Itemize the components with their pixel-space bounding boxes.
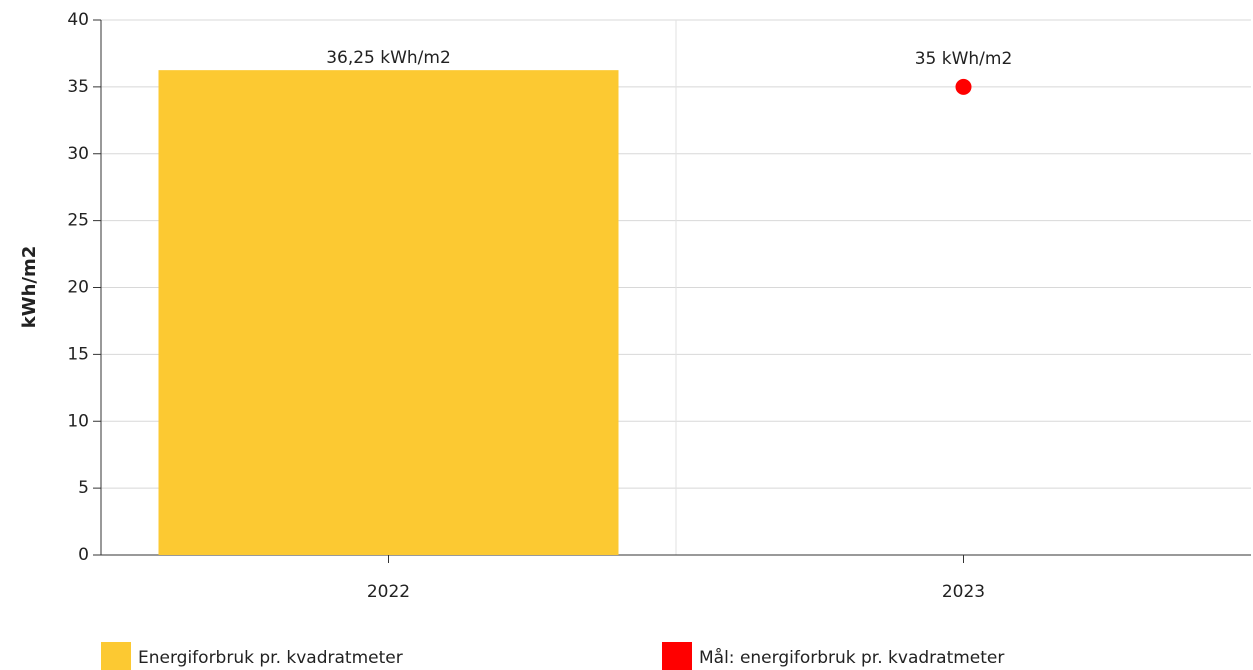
y-tick-label: 20 xyxy=(67,278,89,298)
y-tick-label: 15 xyxy=(67,344,89,364)
x-tick-label: 2023 xyxy=(942,582,985,602)
bar xyxy=(158,70,619,555)
legend-swatch xyxy=(662,642,692,670)
x-tick-label: 2022 xyxy=(367,582,410,602)
data-label: 35 kWh/m2 xyxy=(915,49,1013,69)
y-axis-label: kWh/m2 xyxy=(19,246,40,329)
legend-label: Mål: energiforbruk pr. kvadratmeter xyxy=(699,647,1004,668)
legend-swatch xyxy=(101,642,131,670)
y-tick-label: 5 xyxy=(78,478,89,498)
legend-label: Energiforbruk pr. kvadratmeter xyxy=(138,648,403,668)
data-label: 36,25 kWh/m2 xyxy=(326,48,451,68)
y-tick-label: 10 xyxy=(67,411,89,431)
y-tick-label: 40 xyxy=(67,10,89,30)
y-tick-label: 30 xyxy=(67,144,89,164)
target-point xyxy=(955,78,972,95)
y-tick-label: 0 xyxy=(78,545,89,565)
y-tick-label: 25 xyxy=(67,211,89,231)
y-tick-label: 35 xyxy=(67,77,89,97)
